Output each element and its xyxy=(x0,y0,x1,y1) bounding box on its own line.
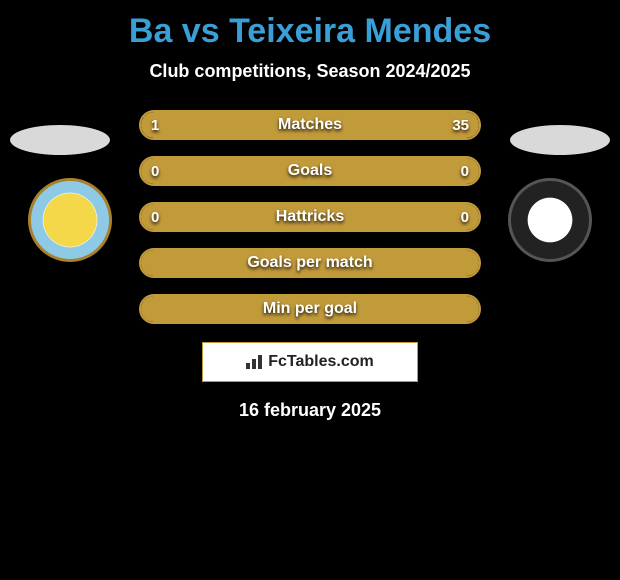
bar-value-right: 0 xyxy=(461,163,469,180)
brand-box[interactable]: FcTables.com xyxy=(202,342,418,382)
page-title: Ba vs Teixeira Mendes xyxy=(0,0,620,51)
bar-label: Hattricks xyxy=(276,208,344,226)
chart-icon xyxy=(246,355,264,369)
bar-label: Goals xyxy=(288,162,332,180)
player-right-avatar xyxy=(510,125,610,155)
stat-bar: 0 0 Hattricks xyxy=(139,202,481,232)
stat-bar: Goals per match xyxy=(139,248,481,278)
brand-text: FcTables.com xyxy=(268,353,374,371)
bar-label: Matches xyxy=(278,116,342,134)
player-left-avatar xyxy=(10,125,110,155)
stats-bars: 1 35 Matches 0 0 Goals 0 0 Hattricks Goals per ma… xyxy=(139,110,481,324)
bar-value-left: 0 xyxy=(151,209,159,226)
bar-value-right: 0 xyxy=(461,209,469,226)
club-left-badge xyxy=(28,178,112,262)
bar-value-left: 0 xyxy=(151,163,159,180)
subtitle: Club competitions, Season 2024/2025 xyxy=(0,61,620,82)
date-label: 16 february 2025 xyxy=(0,400,620,421)
bar-value-left: 1 xyxy=(151,117,159,134)
bar-label: Min per goal xyxy=(263,300,357,318)
bar-value-right: 35 xyxy=(452,117,469,134)
bar-label: Goals per match xyxy=(247,254,372,272)
stat-bar: Min per goal xyxy=(139,294,481,324)
stat-bar: 1 35 Matches xyxy=(139,110,481,140)
stat-bar: 0 0 Goals xyxy=(139,156,481,186)
club-right-badge xyxy=(508,178,592,262)
